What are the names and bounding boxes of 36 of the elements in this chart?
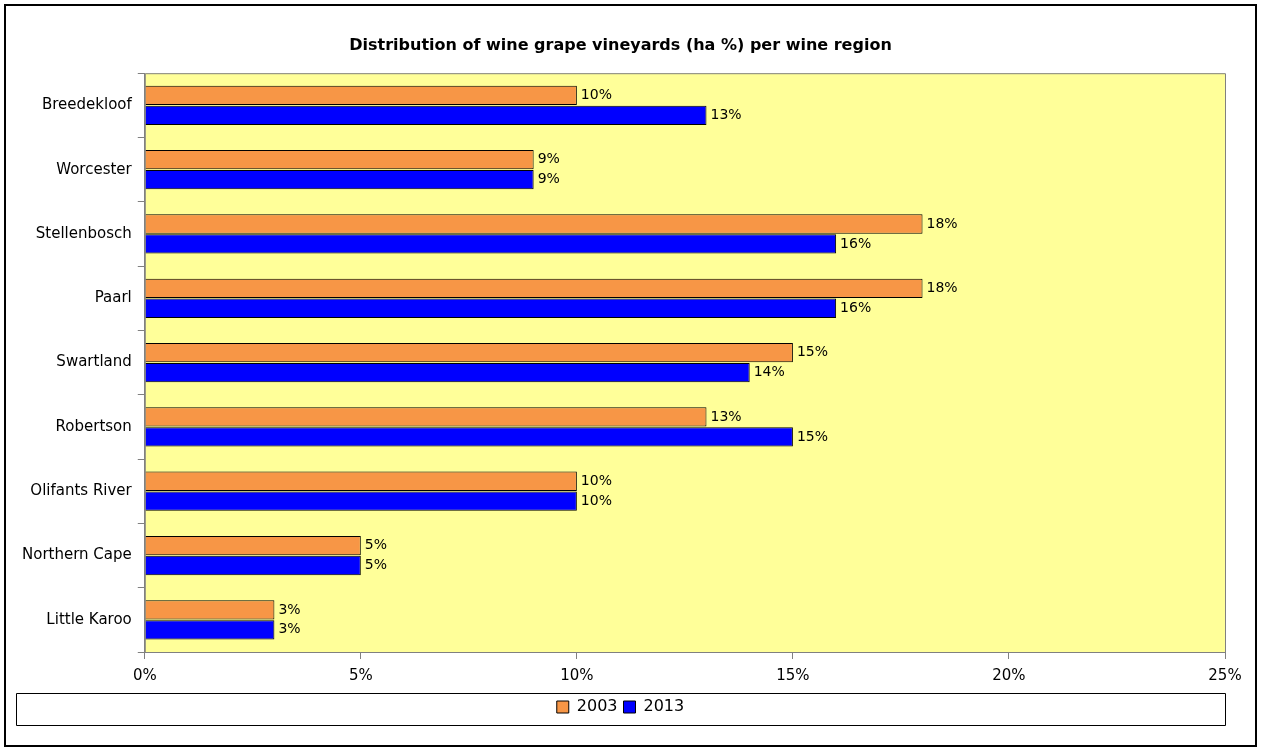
data-label: 10% — [580, 491, 612, 508]
data-label: 13% — [710, 105, 742, 122]
data-label: 9% — [537, 150, 560, 167]
data-label: 15% — [796, 343, 829, 360]
data-label: 18% — [926, 278, 958, 295]
legend-label: 2013 — [643, 696, 685, 716]
y-tick-label: Stellenbosch — [35, 223, 132, 242]
data-label: 5% — [364, 556, 388, 573]
chart-title: Distribution of wine grape vineyards (ha %) per wine region — [349, 34, 892, 54]
y-tick-label: Worcester — [56, 159, 133, 178]
data-label: 3% — [278, 600, 301, 617]
data-label: 15% — [796, 427, 829, 444]
data-label: 14% — [753, 363, 785, 380]
y-tick-label: Little Karoo — [46, 609, 132, 628]
y-tick-label: Paarl — [94, 288, 132, 307]
x-tick-label: 15% — [776, 665, 810, 684]
data-label: 18% — [926, 214, 958, 231]
y-tick-label: Northern Cape — [21, 545, 132, 564]
x-tick-label: 0% — [132, 665, 157, 684]
data-label: 16% — [840, 298, 872, 315]
data-label: 3% — [278, 620, 301, 637]
x-tick-label: 20% — [992, 665, 1026, 684]
y-tick-label: Robertson — [55, 416, 132, 435]
x-tick-label: 25% — [1208, 665, 1242, 684]
y-tick-label: Breedekloof — [41, 95, 133, 114]
y-tick-label: Swartland — [56, 352, 132, 371]
data-label: 10% — [580, 471, 612, 488]
x-tick-label: 10% — [560, 665, 594, 684]
data-label: 13% — [710, 407, 742, 424]
data-label: 10% — [580, 86, 612, 103]
x-tick-label: 5% — [348, 665, 373, 684]
data-label: 16% — [840, 234, 872, 251]
data-label: 9% — [537, 170, 560, 187]
y-tick-label: Olifants River — [30, 481, 133, 500]
data-label: 5% — [364, 536, 388, 553]
legend-label: 2003 — [576, 696, 618, 716]
